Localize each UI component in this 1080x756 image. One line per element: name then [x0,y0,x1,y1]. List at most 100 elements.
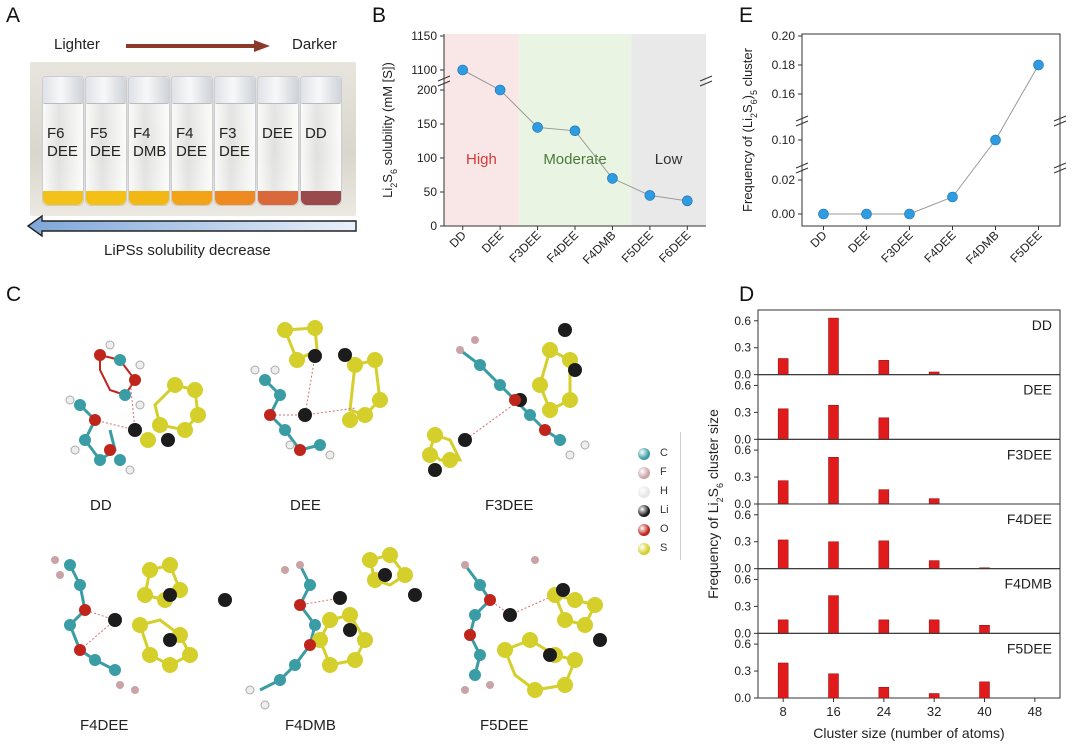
y-tick-label: 50 [424,185,438,199]
y-tick-label: 0.10 [772,133,796,147]
data-point [457,64,469,76]
y-tick-label: 0.0 [734,562,751,576]
molecule-label-f4dee: F4DEE [80,717,129,734]
x-tick-label: F4DMB [963,228,1002,267]
axis-break [699,75,713,87]
molecule-label-dee: DEE [290,497,321,514]
bar [878,619,890,634]
y-tick-label: 0.00 [772,207,796,221]
data-point [990,134,1001,146]
panel-letter-b: B [372,4,387,27]
data-point [644,190,656,201]
y-tick-label: 0.02 [772,173,796,187]
vial: F6 DEE [42,76,84,206]
data-point [861,208,872,220]
y-tick-label: 1150 [411,29,437,43]
vial-liquid [258,191,298,205]
y-tick-label: 0.6 [734,378,751,392]
subplot-label: DD [1032,317,1052,333]
x-tick-label: DEE [845,228,872,255]
bar [828,541,839,569]
bar [878,360,890,375]
y-tick-label: 0.3 [734,599,751,613]
vial-label: F5 DEE [90,125,121,160]
vials-photo: F6 DEE F5 DEE F4 DMB F4 DEE F3 DEE DEE DD [30,62,356,216]
molecule-label-f3dee: F3DEE [485,497,534,514]
atom-icon [638,524,650,536]
vial-cap [301,77,341,104]
vial-liquid [86,191,126,205]
y-tick-label: 0.3 [734,470,751,484]
data-point [494,84,506,96]
bar [828,457,839,505]
bar [928,560,940,569]
x-tick-label: 48 [1028,704,1042,719]
x-tick-label: 24 [877,704,891,719]
vial-label: DD [305,125,327,142]
lighter-label: Lighter [54,36,100,53]
x-axis-label: Cluster size (number of atoms) [813,725,1004,741]
bar [928,619,940,634]
vial-label: F3 DEE [219,125,250,160]
subplot-frame [757,374,1061,440]
y-tick-label: 0.6 [734,508,751,522]
vial-liquid [129,191,169,205]
region-label: Low [655,151,683,168]
molecule-f4dmb [245,547,422,710]
vial-cap [258,77,298,104]
region-label: Moderate [543,151,606,168]
y-tick-label: 150 [417,117,437,131]
y-tick-label: 0.6 [734,443,751,457]
data-point [1033,59,1044,71]
y-tick-label: 0.6 [734,314,751,328]
x-tick-label: F4DEE [921,228,958,265]
vial: F5 DEE [85,76,127,206]
vial-cap [43,77,83,104]
y-tick-label: 0.3 [734,405,751,419]
legend-label: F [660,466,667,478]
x-tick-label: 32 [927,704,941,719]
x-tick-label: F4DMB [580,228,619,267]
axis-break [1053,162,1067,174]
data-point [947,191,958,203]
vial-label: F4 DEE [176,125,207,160]
legend-label: H [660,485,668,497]
x-tick-label: F3DEE [506,228,543,265]
data-point [904,208,915,220]
panel-c-molecules [51,320,607,710]
y-tick-label: 0.3 [734,664,751,678]
atom-icon [638,448,650,460]
y-tick-label: 0.6 [734,572,751,586]
bar [828,595,839,634]
panel-letter-e: E [739,4,754,27]
molecule-f5dee [461,556,607,698]
series-line [823,64,1039,215]
vial-label: DEE [262,125,293,142]
vial-liquid [172,191,212,205]
x-tick-label: DEE [479,228,506,255]
atom-icon [638,467,650,479]
bar [777,619,789,634]
vial-cap [215,77,255,104]
region-low [631,34,706,226]
x-tick-label: 8 [780,704,787,719]
vial-cap [86,77,126,104]
bar [777,662,789,699]
vial-liquid [43,191,83,205]
legend-label: Li [660,504,669,516]
y-tick-label: 0.20 [772,29,796,43]
vial: F3 DEE [214,76,256,206]
region-label: High [466,151,497,168]
vial-liquid [215,191,255,205]
y-tick-label: 0.0 [734,691,751,705]
y-tick-label: 0.0 [734,368,751,382]
solubility-decrease-label: LiPSs solubility decrease [104,242,271,259]
vial-cap [129,77,169,104]
y-tick-label: 0.6 [734,637,751,651]
molecule-label-f4dmb: F4DMB [285,717,336,734]
vial: F4 DMB [128,76,170,206]
y-tick-label: 0.18 [772,58,796,72]
molecule-dee [250,320,388,460]
y-tick-label: 0.0 [734,497,751,511]
